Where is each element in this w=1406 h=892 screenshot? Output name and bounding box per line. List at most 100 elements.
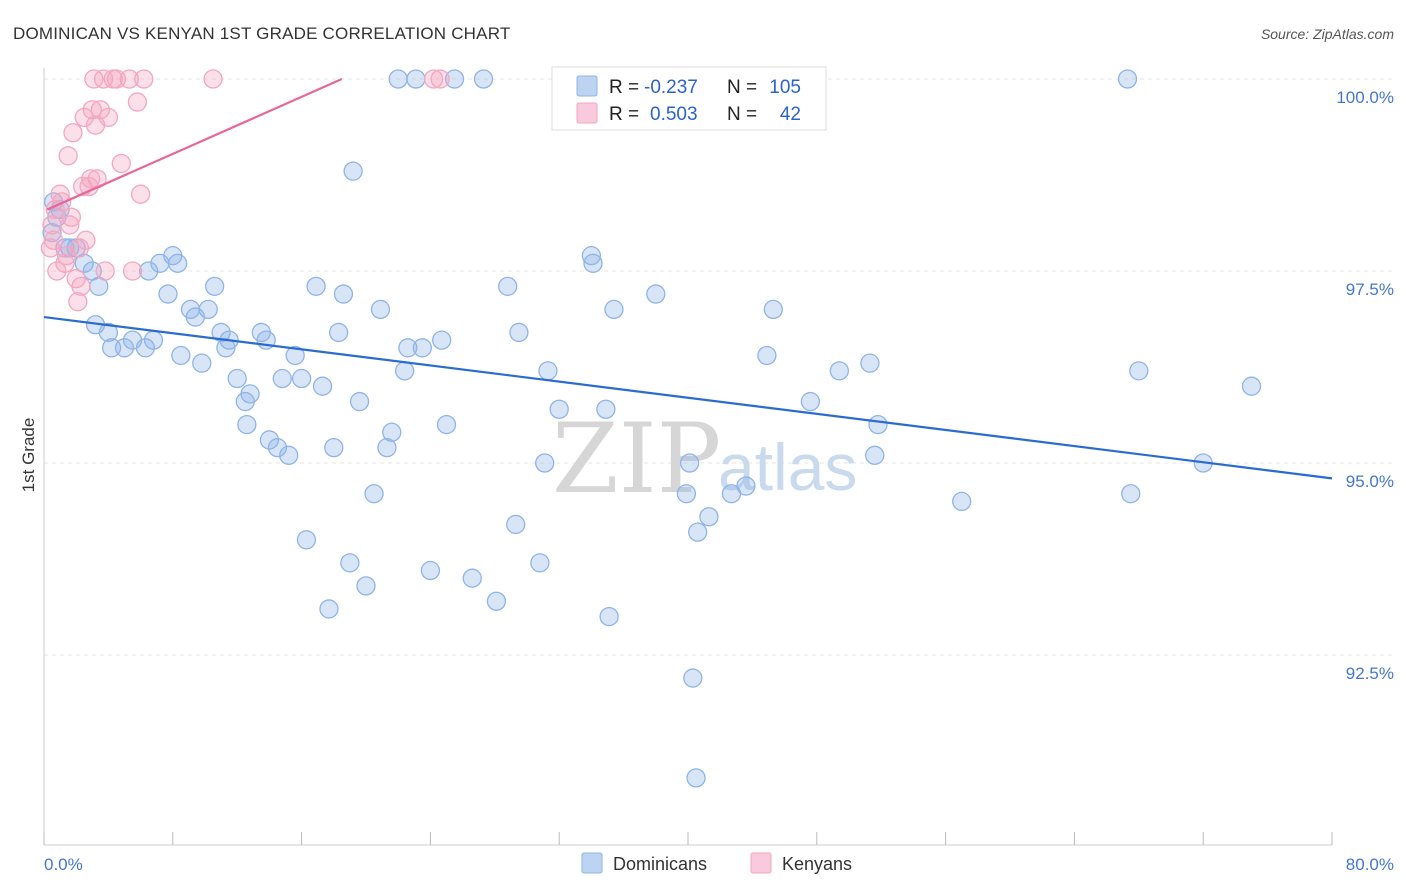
dominican-point-47 (324, 437, 344, 458)
dominican-point-97 (865, 445, 885, 465)
dominican-point-43 (296, 530, 317, 550)
dominican-point-84 (676, 484, 697, 504)
legend-r-value-kenyans: 0.503 (650, 104, 698, 125)
dominican-point-87 (686, 768, 706, 788)
series-kenyans (40, 69, 582, 312)
stats-legend-box (551, 66, 827, 131)
kenyan-point-10 (60, 215, 80, 235)
legend-n-value-dominicans: 105 (769, 77, 801, 98)
x-tick-label-0: 0.0% (44, 855, 83, 874)
dominican-point-88 (688, 522, 708, 542)
dominican-point-63 (420, 560, 441, 581)
dominican-point-49 (333, 284, 354, 304)
dominican-point-13 (114, 338, 135, 358)
kenyan-point-39 (423, 69, 444, 89)
dominican-point-28 (211, 322, 231, 343)
dominican-point-22 (171, 345, 191, 366)
legend-r-label-dominicans: R = (609, 77, 639, 98)
dominican-point-94 (800, 391, 821, 412)
y-axis-label: 1st Grade (19, 418, 38, 493)
x-axis-tick-labels: 0.0% 80.0% (44, 855, 1394, 874)
dominican-point-68 (473, 69, 494, 89)
legend-n-value-kenyans: 42 (780, 104, 801, 125)
y-tick-label-3: 92.5% (1346, 664, 1394, 683)
kenyan-point-21 (81, 169, 101, 189)
dominican-point-95 (829, 361, 849, 381)
kenyan-point-26 (90, 100, 110, 120)
dominican-point-73 (530, 553, 550, 573)
series-legend: Dominicans Kenyans (581, 852, 852, 874)
kenyan-point-38 (203, 69, 223, 89)
dominican-point-104 (1241, 376, 1262, 396)
watermark-atlas: atlas (718, 430, 857, 504)
dominican-point-59 (394, 361, 415, 381)
y-tick-label-1: 97.5% (1346, 280, 1394, 299)
dominican-point-15 (135, 338, 156, 358)
dominican-point-72 (509, 322, 529, 343)
dominican-point-82 (604, 299, 624, 320)
kenyan-point-32 (111, 153, 131, 174)
dominican-point-60 (398, 338, 418, 358)
watermark: ZIP atlas (552, 403, 857, 515)
dominican-point-39 (272, 368, 292, 389)
dominican-point-38 (267, 437, 288, 458)
kenyan-point-14 (68, 292, 88, 312)
series-legend-swatch-kenyans (750, 852, 772, 874)
dominican-point-64 (432, 330, 452, 350)
stats-legend: R = -0.237 N = 105 R = 0.503 N = 42 (551, 66, 827, 131)
kenyan-point-11 (61, 207, 82, 227)
dominican-point-25 (192, 353, 212, 373)
dominican-point-83 (646, 284, 666, 304)
kenyan-point-12 (63, 123, 83, 143)
kenyan-point-28 (95, 261, 115, 281)
kenyan-point-9 (58, 146, 78, 166)
kenyan-point-18 (74, 107, 94, 128)
dominican-point-31 (227, 368, 247, 389)
dominican-point-99 (952, 491, 972, 512)
dominican-point-56 (377, 437, 397, 458)
dominican-point-61 (406, 69, 426, 89)
dominican-point-66 (444, 69, 465, 89)
dominican-point-79 (583, 253, 603, 273)
dominican-point-37 (259, 430, 280, 450)
dominican-point-57 (382, 422, 402, 442)
kenyan-point-22 (82, 100, 102, 120)
kenyan-point-7 (55, 253, 75, 273)
legend-n-label-dominicans: N = (727, 77, 757, 98)
kenyan-point-2 (44, 230, 64, 250)
kenyan-point-40 (430, 69, 450, 89)
kenyan-point-19 (76, 230, 96, 250)
trend-line-dominicans (43, 315, 1333, 480)
series-dominicans (42, 69, 1262, 788)
legend-swatch-kenyans (576, 102, 598, 124)
dominican-point-54 (364, 484, 384, 504)
dominican-point-53 (356, 576, 376, 596)
dominican-point-67 (462, 568, 482, 588)
dominican-point-80 (596, 399, 616, 419)
dominican-point-40 (279, 445, 299, 465)
dominican-point-21 (167, 253, 188, 273)
dominican-point-93 (763, 299, 783, 320)
series-legend-swatch-dominicans (581, 852, 603, 874)
dominican-point-81 (599, 606, 619, 627)
dominican-point-7 (74, 253, 94, 273)
series-legend-label-dominicans: Dominicans (613, 854, 707, 874)
legend-r-value-dominicans: -0.237 (644, 77, 698, 98)
chart-title: DOMINICAN VS KENYAN 1ST GRADE CORRELATIO… (13, 24, 510, 43)
dominican-point-48 (328, 322, 349, 343)
dominican-point-70 (498, 276, 518, 297)
kenyan-point-35 (127, 92, 148, 112)
dominican-point-98 (868, 414, 888, 435)
kenyan-point-23 (84, 69, 104, 89)
dominican-point-91 (736, 476, 756, 496)
dominican-point-62 (412, 338, 433, 358)
chart-source: Source: ZipAtlas.com (1261, 26, 1394, 42)
y-axis-tick-labels: 100.0% 97.5% 95.0% 92.5% (1336, 88, 1394, 683)
dominican-point-26 (198, 299, 218, 320)
dominican-point-4 (55, 238, 75, 258)
dominican-point-76 (549, 399, 569, 419)
dominican-point-78 (581, 245, 602, 266)
kenyan-point-16 (71, 276, 91, 297)
dominican-point-102 (1129, 361, 1149, 381)
dominican-point-96 (860, 353, 880, 373)
